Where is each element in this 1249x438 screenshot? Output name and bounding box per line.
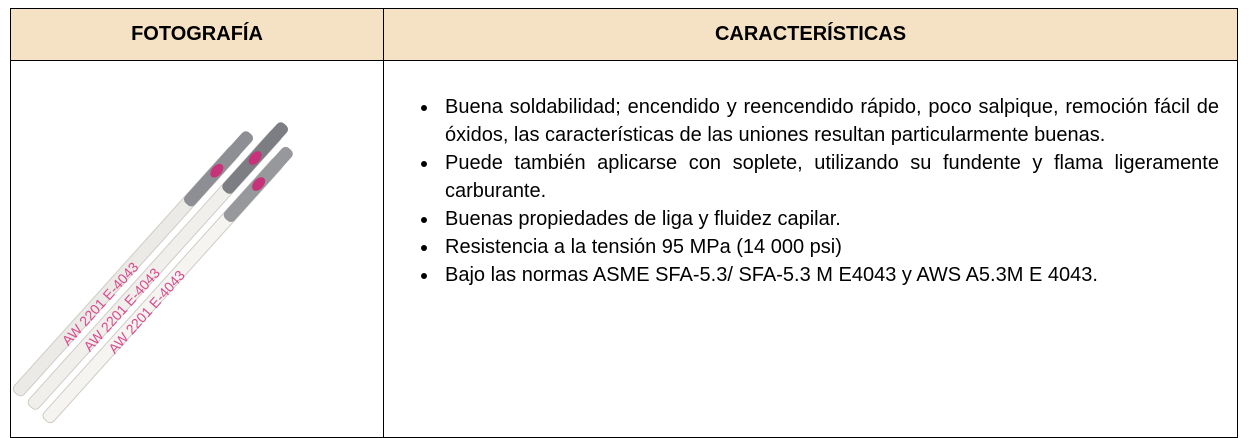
feature-list: Buena soldabilidad; encendido y reencend… [384,93,1219,289]
electrode: AW 2201 E-4043 [42,146,293,424]
header-cell: CARACTERÍSTICAS [383,8,1238,61]
features-cell: Buena soldabilidad; encendido y reencend… [383,60,1238,438]
body-row: AW 2201 E-4043 AW 2201 E-4043 AW 2201 E-… [10,60,1238,438]
photo: AW 2201 E-4043 AW 2201 E-4043 AW 2201 E-… [12,122,293,424]
feature-item: Buena soldabilidad; encendido y reencend… [439,93,1219,149]
feature-item: Puede también aplicarse con soplete, uti… [439,149,1219,205]
page: FOTOGRAFÍA CARACTERÍSTICAS AW 2201 E-404… [0,0,1249,423]
electrode: AW 2201 E-4043 [12,131,254,397]
header-cell: FOTOGRAFÍA [10,8,384,61]
header-row: FOTOGRAFÍA CARACTERÍSTICAS [10,8,1238,61]
electrode: AW 2201 E-4043 [27,122,289,410]
spec-table: FOTOGRAFÍA CARACTERÍSTICAS AW 2201 E-404… [10,8,1238,438]
photo-cell: AW 2201 E-4043 AW 2201 E-4043 AW 2201 E-… [10,60,384,438]
feature-item: Resistencia a la tensión 95 MPa (14 000 … [439,233,1219,261]
feature-item: Bajo las normas ASME SFA-5.3/ SFA-5.3 M … [439,261,1219,289]
feature-item: Buenas propiedades de liga y fluidez cap… [439,205,1219,233]
